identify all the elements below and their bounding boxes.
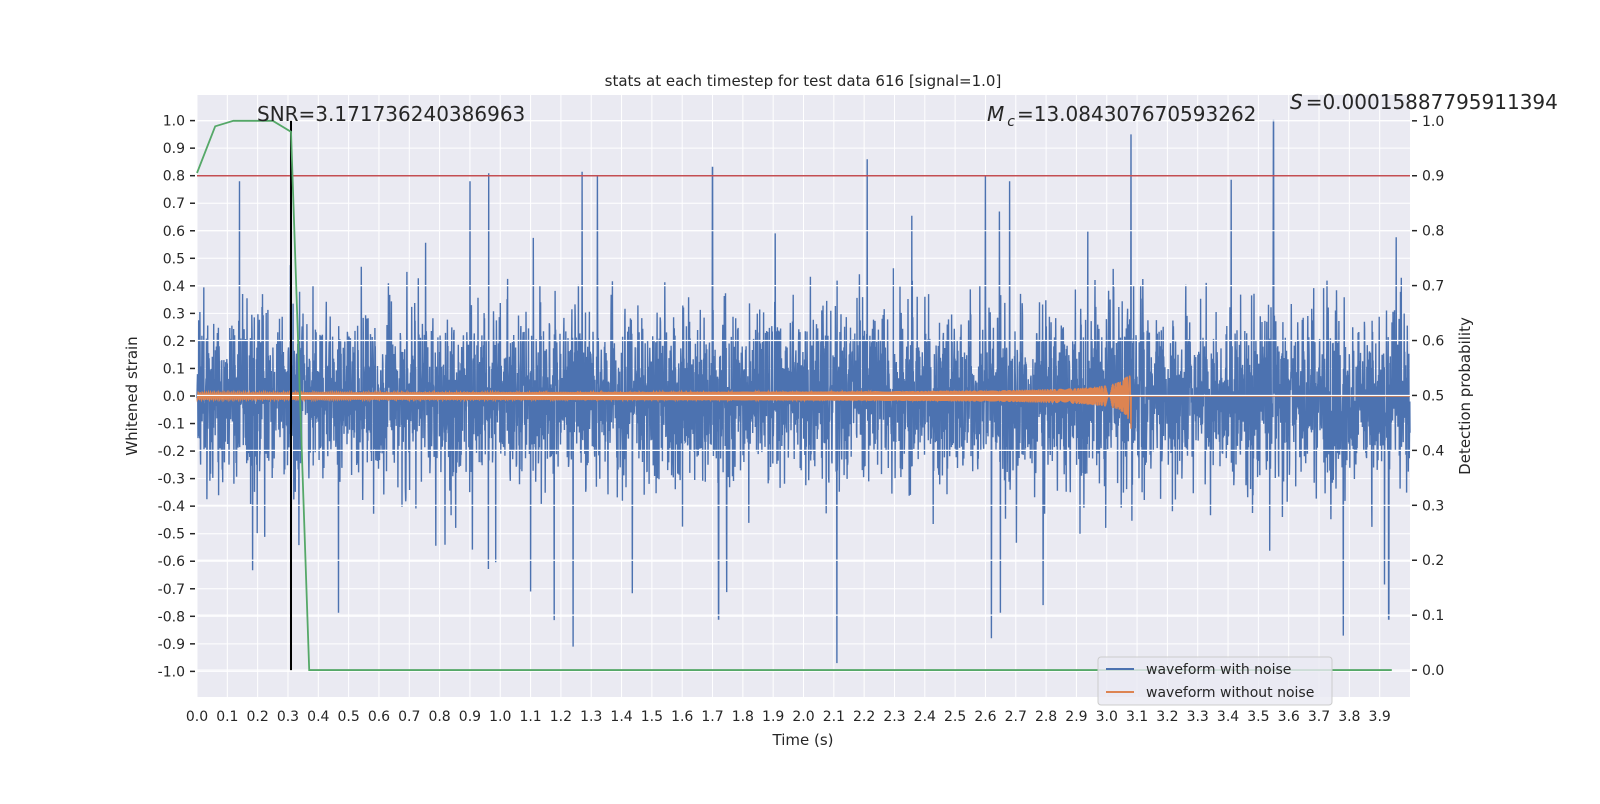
y-tick-label: 0.7 <box>163 196 185 212</box>
s-annotation: S =0.00015887795911394 <box>1290 90 1558 114</box>
y2-tick-label: 0.4 <box>1422 443 1444 459</box>
x-tick-label: 0.9 <box>459 709 481 725</box>
y2-tick-label: 1.0 <box>1422 114 1444 130</box>
x-tick-label: 0.5 <box>337 709 359 725</box>
mc-symbol: M <box>987 102 1004 126</box>
x-tick-label: 2.3 <box>883 709 905 725</box>
y-tick-label: 0.8 <box>163 169 185 185</box>
x-tick-label: 1.0 <box>489 709 511 725</box>
x-tick-label: 3.9 <box>1369 709 1391 725</box>
y-tick-label: -0.4 <box>158 499 185 515</box>
x-tick-label: 3.6 <box>1278 709 1300 725</box>
mc-subscript: c <box>1007 114 1015 130</box>
s-value: =0.00015887795911394 <box>1306 90 1558 114</box>
y-tick-label: -0.6 <box>158 554 185 570</box>
x-tick-label: 0.0 <box>186 709 208 725</box>
y2-tick-label: 0.6 <box>1422 334 1444 350</box>
y-tick-label: -0.7 <box>158 582 185 598</box>
x-tick-label: 2.9 <box>1065 709 1087 725</box>
x-tick-label: 1.2 <box>550 709 572 725</box>
legend: waveform with noise waveform without noi… <box>1097 656 1333 706</box>
x-tick-label: 1.8 <box>732 709 754 725</box>
y-tick-label: -0.8 <box>158 609 185 625</box>
y-tick-label: -0.1 <box>158 417 185 433</box>
x-tick-label: 3.5 <box>1247 709 1269 725</box>
legend-label-clean: waveform without noise <box>1146 685 1314 701</box>
x-tick-label: 0.2 <box>247 709 269 725</box>
x-tick-label: 1.3 <box>580 709 602 725</box>
chart-title: stats at each timestep for test data 616… <box>605 72 1002 90</box>
y-tick-label: -0.9 <box>158 637 185 653</box>
x-tick-label: 2.6 <box>974 709 996 725</box>
y-tick-label: 0.4 <box>163 279 185 295</box>
x-tick-label: 0.4 <box>307 709 329 725</box>
legend-label-noise: waveform with noise <box>1146 662 1291 678</box>
y2-tick-label: 0.8 <box>1422 224 1444 240</box>
y-tick-label: -0.2 <box>158 444 185 460</box>
y-tick-label: 0.2 <box>163 334 185 350</box>
overlay-layer <box>196 119 1410 671</box>
y2-tick-label: 0.0 <box>1422 663 1444 679</box>
y2-tick-label: 0.5 <box>1422 388 1444 404</box>
y-tick-label: -1.0 <box>158 664 185 680</box>
y-tick-label: -0.3 <box>158 472 185 488</box>
x-tick-label: 3.8 <box>1338 709 1360 725</box>
x-tick-label: 2.4 <box>914 709 936 725</box>
y-axis-label: Whitened strain <box>123 336 141 455</box>
x-tick-label: 2.1 <box>823 709 845 725</box>
snr-annotation: SNR=3.171736240386963 <box>257 102 525 126</box>
y-tick-label: 0.0 <box>163 389 185 405</box>
series-detection-probability <box>196 119 1392 671</box>
y-tick-label: 0.5 <box>163 251 185 267</box>
x-tick-label: 1.9 <box>762 709 784 725</box>
x-tick-label: 2.2 <box>853 709 875 725</box>
y-tick-label: 0.3 <box>163 306 185 322</box>
x-tick-label: 1.6 <box>671 709 693 725</box>
y2-tick-label: 0.2 <box>1422 553 1444 569</box>
tick-labels: 0.0 0.1 0.2 0.3 0.4 0.5 0.6 0.7 0.8 0.9 1.0 1.1 1.2 1… <box>158 114 1445 725</box>
y2-tick-label: 0.7 <box>1422 279 1444 295</box>
mc-value: =13.084307670593262 <box>1017 102 1256 126</box>
x-axis-label: Time (s) <box>772 731 834 749</box>
y2-tick-label: 0.9 <box>1422 169 1444 185</box>
x-tick-label: 3.1 <box>1126 709 1148 725</box>
y2-tick-label: 0.3 <box>1422 498 1444 514</box>
x-tick-label: 3.3 <box>1187 709 1209 725</box>
x-tick-label: 3.0 <box>1096 709 1118 725</box>
x-tick-label: 2.7 <box>1005 709 1027 725</box>
y2-axis-label: Detection probability <box>1456 317 1474 475</box>
y-tick-label: 0.6 <box>163 224 185 240</box>
x-tick-label: 0.1 <box>216 709 238 725</box>
x-tick-label: 3.7 <box>1308 709 1330 725</box>
x-tick-label: 0.6 <box>368 709 390 725</box>
legend-box <box>1097 656 1333 706</box>
x-tick-label: 1.7 <box>701 709 723 725</box>
y-tick-label: 1.0 <box>163 114 185 130</box>
x-tick-label: 3.4 <box>1217 709 1239 725</box>
s-symbol: S <box>1290 90 1303 114</box>
x-tick-label: 1.4 <box>610 709 632 725</box>
x-tick-label: 2.0 <box>792 709 814 725</box>
y-tick-label: 0.1 <box>163 361 185 377</box>
grid-right <box>197 120 1410 671</box>
x-tick-label: 3.2 <box>1156 709 1178 725</box>
x-tick-label: 0.8 <box>428 709 450 725</box>
x-tick-label: 2.5 <box>944 709 966 725</box>
y2-tick-label: 0.1 <box>1422 608 1444 624</box>
x-tick-label: 1.5 <box>641 709 663 725</box>
x-tick-label: 0.7 <box>398 709 420 725</box>
x-tick-label: 1.1 <box>519 709 541 725</box>
y-tick-label: -0.5 <box>158 527 185 543</box>
x-tick-label: 0.3 <box>277 709 299 725</box>
x-tick-label: 2.8 <box>1035 709 1057 725</box>
y-tick-label: 0.9 <box>163 141 185 157</box>
